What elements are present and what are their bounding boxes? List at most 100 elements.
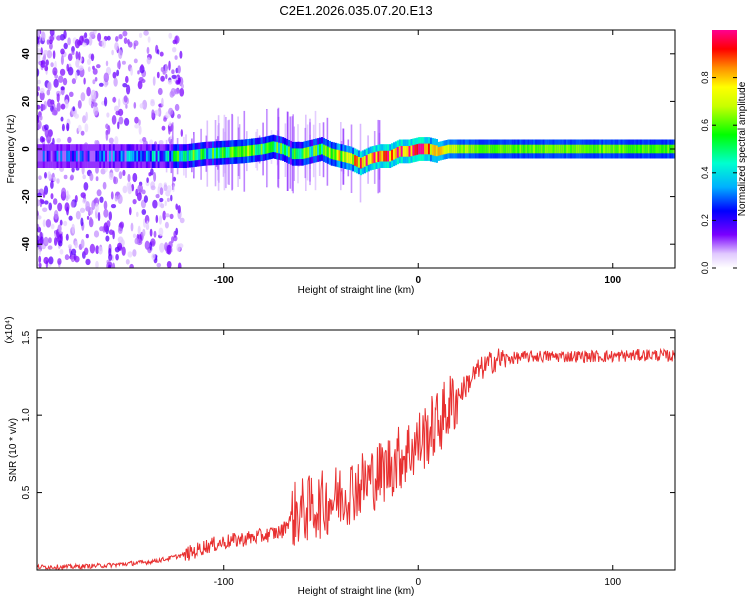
heatmap-speckle bbox=[156, 71, 160, 79]
heatmap-speckle bbox=[42, 219, 46, 227]
ridge-core-cell bbox=[468, 144, 471, 154]
heatmap-speckle bbox=[143, 30, 149, 36]
heatmap-speckle bbox=[50, 62, 54, 68]
ridge-core-cell bbox=[334, 149, 337, 161]
heatmap-speckle bbox=[70, 200, 75, 208]
ridge-core-cell bbox=[461, 144, 464, 154]
ridge-core-cell bbox=[455, 144, 458, 154]
ridge-core-cell bbox=[262, 143, 265, 155]
heatmap-speckle bbox=[108, 137, 114, 144]
ridge-core-cell bbox=[85, 150, 88, 162]
heatmap-speckle bbox=[41, 137, 46, 142]
heatmap-speckle bbox=[63, 42, 68, 50]
ridge-core-cell bbox=[585, 144, 588, 154]
ridge-core-cell bbox=[62, 150, 65, 162]
x-tick-label: 100 bbox=[604, 275, 621, 286]
heatmap-speckle bbox=[177, 65, 181, 74]
heatmap-speckle bbox=[174, 103, 180, 112]
ridge-core-cell bbox=[603, 144, 606, 154]
ridge-core-cell bbox=[270, 141, 273, 153]
heatmap-speckle bbox=[52, 50, 56, 59]
ridge-core-cell bbox=[628, 144, 631, 154]
heatmap-speckle bbox=[125, 104, 128, 109]
ridge-core-cell bbox=[249, 145, 252, 156]
ridge-core-cell bbox=[595, 144, 598, 154]
heatmap-speckle bbox=[166, 244, 172, 255]
heatmap-speckle bbox=[56, 138, 61, 143]
ridge-core-cell bbox=[523, 144, 526, 154]
heatmap-speckle bbox=[86, 215, 90, 220]
ridge-core-cell bbox=[151, 150, 154, 162]
heatmap-speckle bbox=[80, 207, 84, 213]
ridge-core-cell bbox=[560, 144, 563, 154]
heatmap-speckle bbox=[161, 97, 164, 108]
ridge-core-cell bbox=[297, 148, 300, 160]
heatmap-speckle bbox=[42, 207, 48, 213]
heatmap-speckle bbox=[98, 82, 104, 87]
heatmap-speckle bbox=[52, 67, 58, 76]
ridge-core-cell bbox=[202, 148, 205, 160]
heatmap-speckle bbox=[132, 233, 137, 238]
heatmap-speckle bbox=[114, 195, 118, 202]
ridge-core-cell bbox=[103, 150, 106, 162]
heatmap-speckle bbox=[37, 115, 40, 124]
heatmap-speckle bbox=[181, 83, 184, 89]
heatmap-speckle bbox=[144, 240, 150, 250]
ridge-core-cell bbox=[37, 150, 40, 162]
ridge-core-cell bbox=[72, 150, 75, 162]
ridge-core-cell bbox=[315, 145, 318, 156]
ridge-core-cell bbox=[606, 144, 610, 154]
ridge-core-cell bbox=[525, 144, 528, 154]
heatmap-speckle bbox=[74, 113, 79, 119]
heatmap-speckle bbox=[89, 31, 95, 37]
ridge-core-cell bbox=[529, 144, 532, 154]
heatmap-speckle bbox=[59, 68, 66, 76]
ridge-core-cell bbox=[433, 145, 436, 156]
ridge-core-cell bbox=[282, 143, 285, 155]
heatmap-speckle bbox=[151, 109, 155, 118]
heatmap-speckle bbox=[37, 47, 40, 53]
heatmap-speckle bbox=[132, 172, 138, 183]
ridge-core-cell bbox=[280, 143, 283, 154]
ridge-core-cell bbox=[361, 157, 364, 168]
heatmap-speckle bbox=[56, 93, 60, 103]
ridge-core-cell bbox=[237, 146, 240, 158]
ridge-core-cell bbox=[593, 144, 596, 154]
heatmap-speckle bbox=[160, 203, 165, 209]
ridge-core-cell bbox=[56, 150, 59, 162]
heatmap-speckle bbox=[68, 215, 73, 221]
ridge-core-cell bbox=[101, 150, 104, 162]
heatmap-speckle bbox=[126, 84, 131, 95]
heatmap-speckle bbox=[119, 221, 125, 229]
ridge-core-cell bbox=[577, 144, 580, 154]
heatmap-speckle bbox=[60, 116, 64, 122]
heatmap-speckle bbox=[85, 258, 91, 266]
ridge-core-cell bbox=[369, 153, 372, 164]
ridge-core-cell bbox=[531, 144, 534, 154]
ridge-core-cell bbox=[546, 144, 549, 154]
ridge-core-cell bbox=[579, 144, 582, 154]
heatmap-speckle bbox=[165, 73, 168, 80]
heatmap-speckle bbox=[49, 35, 54, 42]
ridge-core-cell bbox=[87, 150, 90, 162]
heatmap-speckle bbox=[46, 133, 52, 144]
heatmap-speckle bbox=[58, 240, 63, 247]
ridge-core-cell bbox=[301, 148, 304, 160]
heatmap-speckle bbox=[47, 245, 53, 250]
heatmap-speckle bbox=[179, 50, 183, 59]
heatmap-speckle bbox=[105, 60, 109, 67]
heatmap-speckle bbox=[141, 79, 146, 83]
ridge-core-cell bbox=[330, 148, 333, 160]
heatmap-speckle bbox=[53, 78, 59, 88]
heatmap-speckle bbox=[57, 258, 62, 265]
heatmap-speckle bbox=[137, 70, 140, 75]
heatmap-speckle bbox=[48, 202, 52, 211]
heatmap-speckle bbox=[41, 31, 46, 42]
ridge-core-cell bbox=[81, 150, 84, 162]
ridge-core-cell bbox=[505, 144, 508, 154]
heatmap-speckle bbox=[77, 124, 82, 132]
heatmap-speckle bbox=[38, 175, 42, 180]
ridge-core-cell bbox=[118, 150, 121, 162]
heatmap-speckle bbox=[105, 235, 110, 242]
